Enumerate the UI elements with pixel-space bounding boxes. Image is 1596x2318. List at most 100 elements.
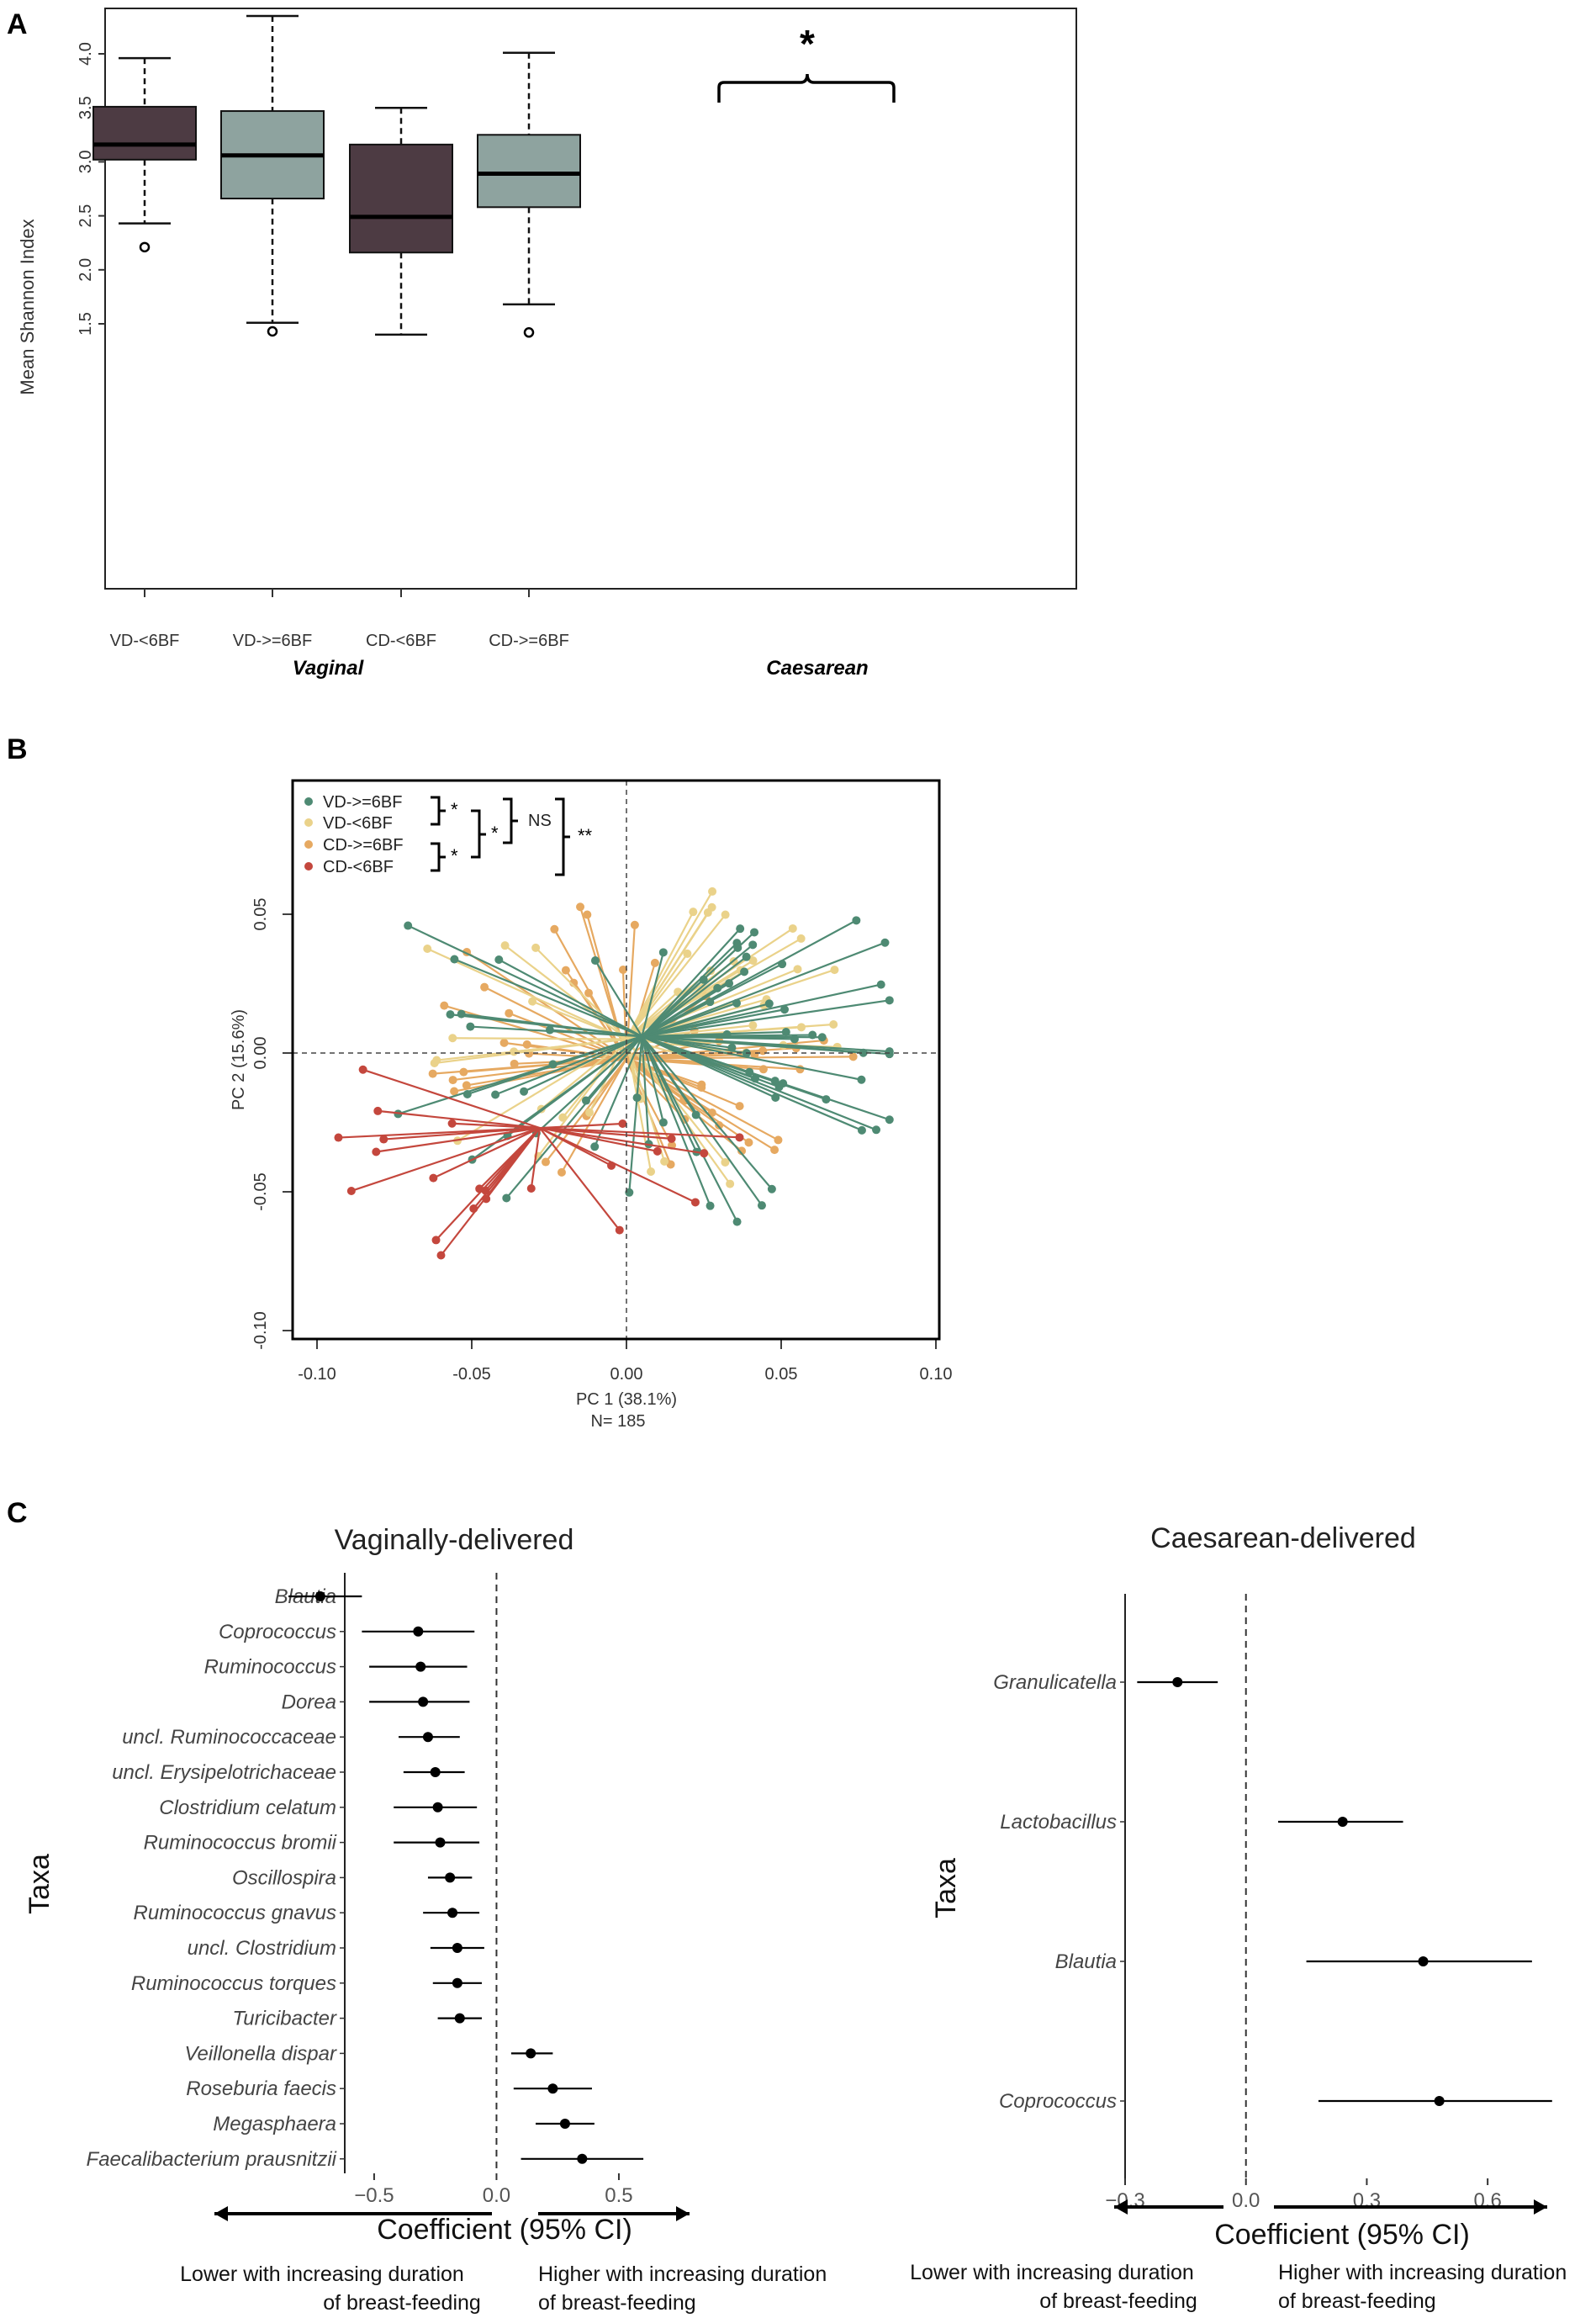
- spoke-line: [641, 952, 664, 1037]
- spoke-line: [626, 991, 679, 1040]
- arrow-higher-head: [1534, 2199, 1547, 2215]
- taxon-label: Ruminococcus bromii: [144, 1832, 337, 1855]
- legend-dot-cd-ge6: [304, 840, 313, 849]
- spoke-line: [641, 1035, 664, 1123]
- spoke-line: [452, 1037, 627, 1040]
- spoke-point: [541, 1157, 550, 1167]
- spoke-point: [494, 955, 504, 965]
- estimate-point: [1418, 1956, 1429, 1966]
- spoke-point: [872, 1125, 881, 1135]
- spoke-point: [779, 1079, 788, 1088]
- taxon-label: Coprococcus: [999, 2090, 1117, 2113]
- taxon-label: Coprococcus: [219, 1621, 336, 1643]
- panel-a-y-axis: 1.5 2.0 2.5 3.0 3.5 4.0: [77, 42, 105, 336]
- forest-row-granulicatella: Granulicatella: [993, 1671, 1218, 1694]
- spoke-point: [576, 902, 585, 912]
- spoke-point: [857, 1075, 866, 1084]
- spoke-line: [641, 1035, 776, 1098]
- spoke-point: [653, 1146, 662, 1156]
- spoke-point: [689, 908, 698, 917]
- forest-xtick-label: 0.0: [1232, 2189, 1260, 2212]
- spoke-line: [626, 913, 727, 1040]
- spoke-line: [536, 1035, 643, 1135]
- spoke-point: [721, 1157, 730, 1167]
- spoke-point: [880, 938, 890, 947]
- spoke-point: [431, 1236, 441, 1245]
- estimate-point: [454, 2013, 465, 2024]
- spoke-line: [539, 1127, 696, 1204]
- note-higher-line1: Higher with increasing duration: [1278, 2261, 1567, 2284]
- box-outlier: [523, 327, 535, 338]
- spoke-point: [448, 1076, 457, 1085]
- spoke-point: [499, 1038, 509, 1047]
- spoke-point: [528, 997, 537, 1006]
- spoke-point: [683, 949, 692, 958]
- category-label-vd-6bf: VD-<6BF: [110, 632, 180, 650]
- spoke-line: [642, 999, 890, 1038]
- spoke-point: [699, 975, 708, 984]
- spoke-point: [790, 1035, 799, 1044]
- spoke-point: [500, 941, 510, 950]
- spoke-point: [650, 958, 659, 967]
- forest-row-veillonella-dispar: Veillonella dispar: [184, 2042, 553, 2065]
- forest-row-oscillospira: Oscillospira: [232, 1866, 473, 1889]
- spoke-line: [504, 945, 627, 1040]
- estimate-point: [452, 1943, 462, 1953]
- box-cd-6bf: [349, 106, 453, 336]
- spoke-line: [338, 1127, 541, 1139]
- taxon-label: Ruminococcus: [204, 1656, 336, 1679]
- spoke-line: [626, 1057, 743, 1152]
- legend-label-cd-ge6: CD->=6BF: [323, 836, 404, 855]
- estimate-point: [422, 1732, 433, 1743]
- estimate-point: [445, 1872, 456, 1883]
- panel-a-frame: [104, 8, 1077, 590]
- taxon-label: uncl. Ruminococcaceae: [122, 1726, 336, 1749]
- spoke-line: [595, 960, 643, 1037]
- panel-a-x-axis: VD-<6BF VD->=6BF CD-<6BF CD->=6BF: [110, 589, 569, 650]
- estimate-point: [413, 1626, 424, 1637]
- spoke-point: [607, 1161, 616, 1170]
- spoke-line: [641, 1035, 763, 1206]
- spoke-line: [539, 1127, 705, 1155]
- spoke-line: [642, 1035, 795, 1040]
- panel-letter-c: C: [7, 1497, 28, 1529]
- spoke-point: [697, 1080, 706, 1089]
- spoke-point: [581, 1096, 590, 1105]
- panel-a-boxplot: A Mean Shannon Index 1.52.02.53.03.54.0 …: [7, 8, 1077, 680]
- spoke-line: [626, 891, 714, 1040]
- spoke-point: [767, 1184, 776, 1193]
- spoke-line: [432, 1057, 627, 1075]
- estimate-point: [526, 2048, 536, 2059]
- forest-xlabel: Coefficient (95% CI): [377, 2214, 632, 2246]
- legend-dot-vd-lt6: [304, 818, 313, 827]
- forest-row-coprococcus: Coprococcus: [219, 1621, 475, 1643]
- spoke-point: [372, 1147, 381, 1156]
- spoke-point: [857, 1125, 866, 1135]
- spoke-point: [502, 1193, 511, 1203]
- spoke-point: [436, 1251, 446, 1260]
- spoke-point: [561, 966, 570, 975]
- spoke-point: [744, 1138, 753, 1147]
- spokes-cd-6bf: [334, 1065, 744, 1260]
- box-iqr: [92, 105, 197, 161]
- panel-b-ytick-label: -0.10: [251, 1311, 270, 1350]
- spoke-line: [641, 1035, 863, 1131]
- spoke-line: [376, 1127, 541, 1153]
- spoke-point: [618, 1119, 627, 1129]
- spoke-line: [484, 986, 627, 1060]
- spoke-point: [667, 1134, 676, 1143]
- group-label-vaginal: Vaginal: [293, 657, 365, 680]
- spoke-point: [358, 1065, 367, 1074]
- group-label-caesarean: Caesarean: [766, 657, 868, 680]
- forest-xtick-label: 0.5: [605, 2184, 632, 2207]
- spoke-point: [726, 1179, 735, 1188]
- forest-row-roseburia-faecis: Roseburia faecis: [186, 2077, 592, 2100]
- taxon-label: Granulicatella: [993, 1671, 1117, 1694]
- spoke-line: [434, 1038, 627, 1065]
- spoke-line: [466, 951, 627, 1060]
- arrow-lower-head: [214, 2206, 228, 2221]
- spoke-line: [641, 1036, 650, 1145]
- spoke-point: [658, 1118, 668, 1127]
- panel-b-axes: -0.10 -0.05 0.00 0.05 0.10 -0.10 -0.05 0.00 0.05: [251, 898, 952, 1384]
- panel-b-xtick-label: 0.00: [610, 1365, 643, 1384]
